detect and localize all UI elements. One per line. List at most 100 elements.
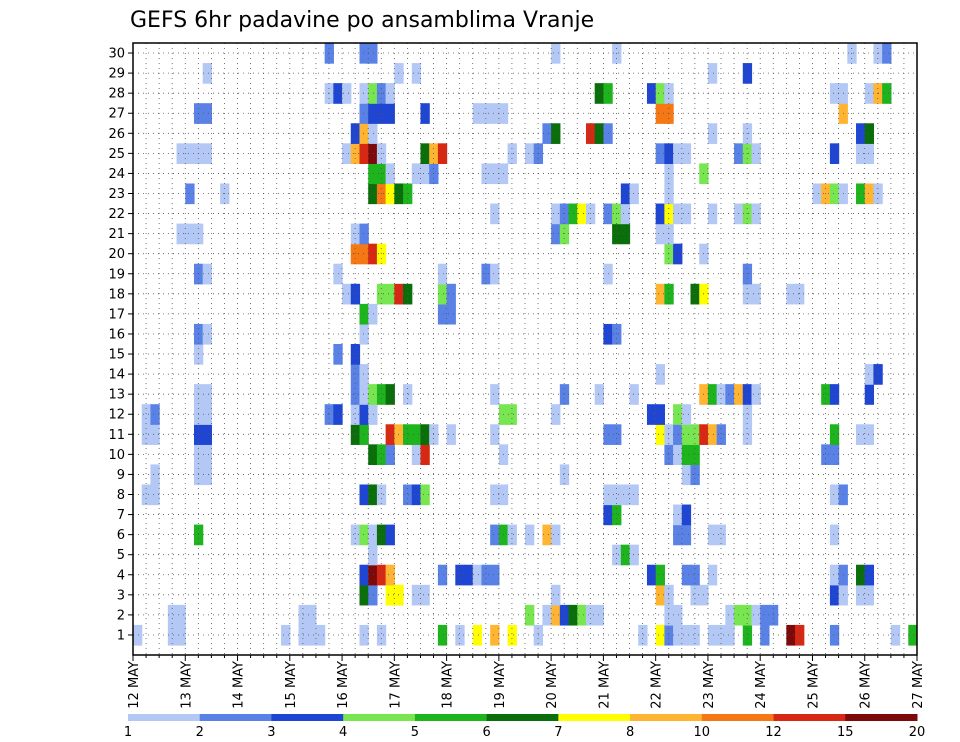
heatmap-cell [655, 404, 665, 425]
x-tick-label: 14 MAY [232, 661, 247, 709]
x-tick-label: 23 MAY [702, 661, 717, 709]
heatmap-cell [673, 624, 683, 646]
heatmap-cell [655, 203, 665, 225]
colorbar-label: 6 [482, 725, 490, 740]
heatmap-cell [664, 624, 674, 646]
y-tick-label: 25 [108, 147, 125, 162]
heatmap-cell [385, 163, 395, 185]
heatmap-cell [411, 63, 422, 84]
heatmap-cell [307, 624, 317, 646]
heatmap-cell [638, 624, 648, 646]
heatmap-cell [829, 143, 840, 164]
heatmap-cell [368, 484, 378, 506]
heatmap-cell [150, 424, 160, 445]
y-tick-label: 27 [108, 107, 125, 122]
heatmap-cell [385, 384, 395, 405]
heatmap-cell [551, 524, 561, 546]
heatmap-cell [472, 624, 483, 646]
heatmap-cell [742, 424, 753, 445]
heatmap-cell [481, 263, 491, 285]
heatmap-cell [350, 424, 361, 445]
colorbar: 1 2 3 4 5 6 7 8 10 12 15 20 [124, 714, 925, 740]
heatmap-cell [359, 484, 369, 506]
heatmap-cell [829, 183, 840, 205]
dotted-grid [132, 43, 918, 655]
heatmap-cell [403, 424, 413, 445]
heatmap-cell [359, 43, 369, 64]
heatmap-cell [368, 143, 378, 164]
heatmap-cell [864, 123, 875, 144]
heatmap-cell [821, 444, 831, 465]
heatmap-cell [368, 384, 378, 405]
heatmap-cell [681, 564, 692, 586]
chart-title: GEFS 6hr padavine po ansamblima Vranje [130, 8, 594, 33]
heatmap-cell [551, 584, 561, 606]
heatmap-cell [612, 323, 622, 345]
heatmap-cell [742, 263, 753, 285]
y-tick-label: 26 [108, 127, 125, 142]
heatmap-cell [385, 283, 395, 305]
heatmap-cell [908, 624, 917, 646]
heatmap-cell [864, 584, 875, 606]
y-tick-label: 21 [108, 227, 125, 242]
colorbar-swatch [414, 714, 488, 721]
heatmap-cell [385, 444, 395, 465]
heatmap-cell [350, 344, 361, 365]
heatmap-cell [716, 384, 726, 405]
heatmap-cell [559, 384, 570, 405]
heatmap-cell [856, 564, 866, 586]
heatmap-cell [620, 183, 631, 205]
heatmap-cell [420, 484, 430, 506]
heatmap-cell [202, 424, 212, 445]
heatmap-cell [368, 524, 378, 546]
y-tick-label: 28 [108, 87, 125, 102]
heatmap-cell [585, 604, 596, 626]
heatmap-cell [437, 263, 448, 285]
heatmap-cell [594, 604, 604, 626]
colorbar-label: 12 [765, 725, 782, 740]
heatmap-cell [176, 604, 186, 626]
heatmap-cell [864, 143, 875, 164]
heatmap-cell [664, 283, 674, 305]
heatmap-cell [751, 384, 761, 405]
heatmap-cell [629, 544, 639, 566]
heatmap-cell [690, 564, 700, 586]
x-tick-label: 24 MAY [754, 661, 769, 709]
heatmap-cell [742, 404, 753, 425]
heatmap-cell [795, 283, 805, 305]
colorbar-swatch [701, 714, 775, 721]
heatmap-cell [681, 444, 692, 465]
colorbar-label: 7 [554, 725, 562, 740]
y-tick-label: 8 [117, 488, 125, 503]
heatmap-cell [376, 484, 387, 506]
heatmap-cell [829, 564, 840, 586]
heatmap-cell [350, 243, 361, 265]
heatmap-cell [829, 584, 840, 606]
x-tick-label: 13 MAY [179, 661, 194, 709]
heatmap-cell [795, 624, 805, 646]
y-tick-label: 20 [108, 247, 125, 262]
heatmap-cell [620, 223, 631, 245]
heatmap-cell [664, 584, 674, 606]
heatmap-cell [411, 484, 422, 506]
heatmap-cell [612, 544, 622, 566]
y-tick-label: 17 [108, 307, 125, 322]
heatmap-cell [690, 424, 700, 445]
x-tick-label: 15 MAY [284, 661, 299, 709]
y-tick-label: 23 [108, 187, 125, 202]
heatmap-cell [376, 524, 387, 546]
y-tick-label: 18 [108, 287, 125, 302]
heatmap-cell [350, 404, 361, 425]
x-tick-label: 19 MAY [493, 661, 508, 709]
heatmap-cell [141, 484, 152, 506]
heatmap-cell [681, 624, 692, 646]
heatmap-cell [376, 384, 387, 405]
y-tick-label: 3 [117, 588, 125, 603]
heatmap-cell [150, 404, 160, 425]
heatmap-cell [185, 143, 195, 164]
heatmap-cell [821, 384, 831, 405]
heatmap-cell [655, 103, 665, 124]
heatmap-cell [368, 404, 378, 425]
colorbar-label: 4 [339, 725, 347, 740]
heatmap-cell [629, 484, 639, 506]
